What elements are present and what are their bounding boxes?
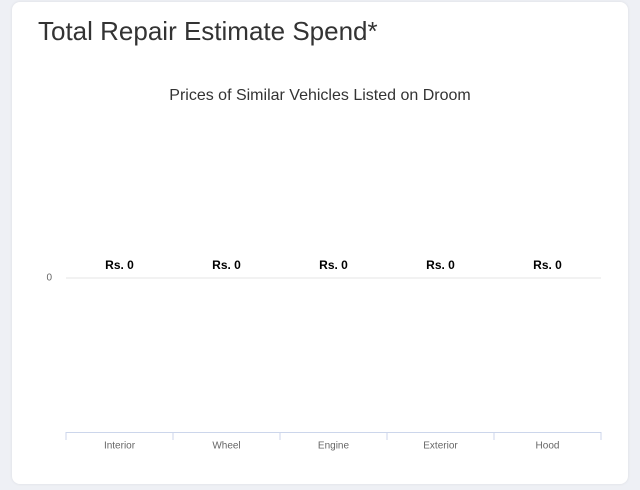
value-label: Rs. 0 [533,258,562,272]
value-label: Rs. 0 [426,258,455,272]
x-tick-label: Hood [536,441,560,452]
y-tick-label: 0 [46,273,52,284]
x-tick-label: Wheel [212,441,240,452]
x-tick-label: Interior [104,441,136,452]
value-label: Rs. 0 [212,258,241,272]
card-title: Total Repair Estimate Spend* [38,16,378,46]
value-label: Rs. 0 [105,258,134,272]
card: Total Repair Estimate Spend* [12,2,628,484]
chart-title: Prices of Similar Vehicles Listed on Dro… [169,87,470,104]
x-tick-label: Engine [318,441,350,452]
value-label: Rs. 0 [319,258,348,272]
x-tick-label: Exterior [423,441,458,452]
